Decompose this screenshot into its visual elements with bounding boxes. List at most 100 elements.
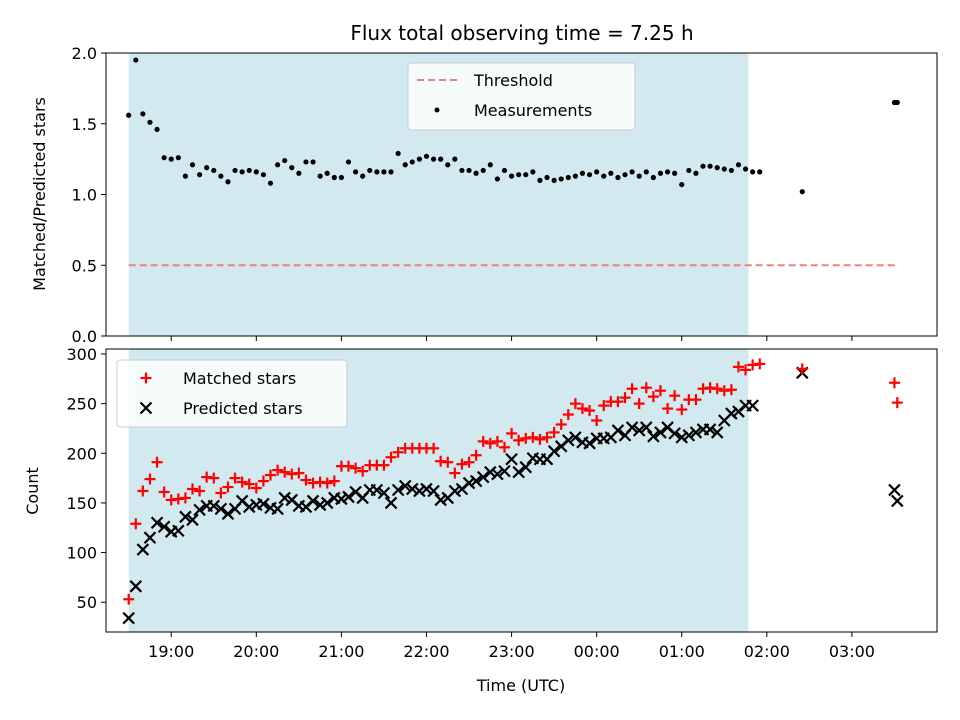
measurement-point (296, 170, 302, 176)
matched-star-point (725, 384, 737, 396)
predicted-star-point (427, 484, 440, 498)
matched-star-point (598, 400, 610, 412)
bottom-y-axis-label: Count (23, 467, 42, 515)
matched-star-point (151, 456, 163, 468)
matched-star-point (891, 397, 903, 409)
predicted-star-point (434, 493, 447, 507)
predicted-star-point (703, 423, 717, 436)
measurement-point (700, 163, 706, 169)
predicted-star-point (129, 580, 143, 593)
predicted-star-point (625, 421, 639, 434)
predicted-star-point (647, 430, 660, 443)
bottom-y-tick-label: 250 (66, 395, 97, 414)
x-tick-label: 22:00 (403, 642, 449, 661)
measurement-point (133, 57, 139, 63)
measurement-point (551, 177, 557, 183)
measurement-point (707, 163, 713, 169)
bottom-y-tick-label: 150 (66, 494, 97, 513)
measurement-point (352, 169, 359, 175)
measurement-point (636, 173, 642, 179)
matched-star-point (548, 426, 560, 438)
matched-star-point (711, 383, 723, 395)
measurement-point (664, 169, 671, 175)
measurement-point (189, 162, 196, 168)
predicted-star-point (682, 429, 696, 442)
x-tick-label: 01:00 (659, 642, 705, 661)
matched-star-point (796, 363, 808, 375)
predicted-star-point (891, 494, 904, 508)
measurement-point (246, 167, 252, 174)
predicted-star-point (278, 491, 291, 505)
predicted-star-point (448, 484, 462, 498)
matched-star-point (477, 435, 489, 447)
predicted-legend-marker (139, 401, 153, 415)
measurement-point (721, 166, 727, 172)
measurement-point (445, 162, 451, 168)
measurement-point (650, 174, 656, 181)
measurement-point (303, 159, 309, 165)
matched-star-point (584, 405, 596, 417)
measurement-point (572, 173, 578, 179)
measurement-point (586, 172, 593, 178)
predicted-star-point (746, 399, 759, 412)
predicted-star-point (221, 507, 235, 521)
bottom-plot-frame (105, 348, 938, 633)
matched-star-point (555, 418, 567, 430)
measurement-point (253, 169, 259, 175)
predicted-star-point (257, 497, 270, 511)
predicted-star-point (136, 543, 150, 556)
matched-star-point (342, 460, 354, 472)
predicted-star-point (398, 479, 412, 493)
measurement-point (196, 172, 203, 178)
top-y-tick-label: 0.0 (72, 327, 97, 346)
matched-star-point (491, 435, 503, 447)
predicted-star-point (632, 424, 646, 437)
matched-star-point (463, 456, 475, 468)
matched-star-point (562, 409, 574, 421)
matched-star-point (633, 398, 645, 410)
measurement-point (267, 180, 274, 186)
predicted-star-point (179, 510, 192, 524)
predicted-legend-label: Predicted stars (183, 399, 303, 418)
measurement-point (345, 159, 352, 165)
matched-star-point (229, 472, 241, 484)
measurement-point (416, 156, 422, 162)
measurement-point (218, 173, 224, 179)
measurement-point (459, 167, 465, 174)
predicted-star-point (172, 524, 185, 537)
x-axis-label: Time (UTC) (476, 676, 565, 695)
measurement-point (381, 169, 387, 175)
measurement-point (317, 173, 323, 179)
matched-star-point (498, 441, 510, 453)
matched-star-point (527, 431, 539, 443)
measurement-point (735, 162, 742, 168)
matched-star-point (626, 383, 638, 395)
matched-star-point (130, 518, 142, 530)
x-tick-label: 02:00 (744, 642, 790, 661)
matched-legend-marker (140, 372, 152, 384)
matched-star-point (328, 475, 340, 487)
bottom-y-tick-label: 50 (77, 593, 97, 612)
predicted-star-point (406, 482, 419, 496)
matched-star-point (158, 486, 170, 498)
matched-star-point (654, 385, 666, 397)
measurement-point (409, 159, 415, 165)
top-y-tick-label: 1.0 (72, 186, 97, 205)
top-y-tick-label: 0.5 (72, 256, 97, 275)
measurement-point (615, 174, 621, 181)
measurement-point (594, 169, 600, 175)
predicted-star-point (689, 426, 703, 439)
top-panel: Flux total observing time = 7.25 h 0.0 0.… (30, 21, 938, 346)
measurement-point (168, 156, 174, 162)
measurement-point (544, 174, 550, 181)
matched-star-point (754, 358, 766, 370)
predicted-star-point (413, 484, 426, 498)
top-legend: Threshold Measurements (407, 62, 636, 131)
matched-star-point (732, 361, 744, 373)
measurement-point (728, 167, 734, 174)
measurement-point (239, 169, 245, 175)
measurement-point (757, 169, 763, 175)
matched-star-point (676, 404, 688, 416)
measurement-point (402, 162, 408, 168)
